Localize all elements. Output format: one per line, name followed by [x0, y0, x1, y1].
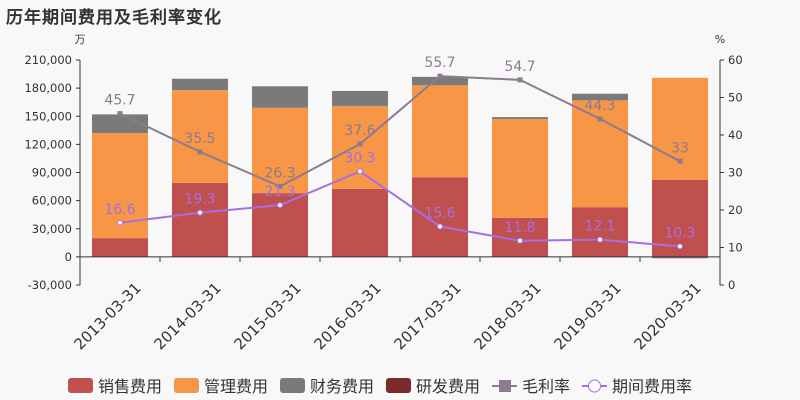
right-tick-label: 40: [728, 128, 743, 142]
chart-title: 历年期间费用及毛利率变化: [6, 8, 222, 28]
x-tick-label: 2014-03-31: [150, 279, 224, 353]
data-label-毛利率: 26.3: [264, 165, 295, 181]
bar-财务费用: [92, 114, 148, 134]
left-tick-label: 60,000: [32, 194, 72, 208]
bar-财务费用: [332, 90, 388, 106]
bar-销售费用: [172, 182, 228, 257]
bar-财务费用: [652, 256, 708, 259]
data-label-毛利率: 54.7: [504, 59, 535, 75]
left-tick-label: 0: [65, 250, 72, 264]
marker-毛利率: [357, 141, 363, 147]
left-tick-label: 180,000: [24, 81, 72, 95]
x-tick-label: 2019-03-31: [550, 279, 624, 353]
bar-财务费用: [252, 86, 308, 108]
legend-swatch-财务费用: [280, 378, 305, 393]
right-tick-label: 0: [728, 278, 735, 292]
right-tick-label: 20: [728, 203, 743, 217]
data-label-毛利率: 55.7: [424, 55, 455, 71]
bar-管理费用: [572, 100, 628, 208]
legend-label: 财务费用: [310, 377, 374, 396]
legend-marker-毛利率: [499, 380, 511, 392]
marker-毛利率: [117, 111, 123, 117]
marker-毛利率: [677, 158, 683, 164]
legend-marker-期间费用率: [588, 379, 601, 393]
left-axis-unit: 万: [75, 33, 86, 46]
legend-label: 销售费用: [98, 377, 162, 396]
bar-财务费用: [412, 76, 468, 86]
data-label-期间费用率: 16.6: [104, 202, 135, 218]
left-tick-label: 150,000: [24, 109, 72, 123]
data-label-毛利率: 33: [671, 140, 689, 156]
marker-期间费用率: [597, 236, 603, 243]
bar-管理费用: [412, 85, 468, 178]
x-tick-label: 2013-03-31: [70, 279, 144, 353]
right-tick-label: 60: [728, 53, 743, 67]
legend-label: 期间费用率: [612, 377, 692, 396]
x-tick-label: 2017-03-31: [390, 279, 464, 353]
bar-销售费用: [92, 238, 148, 257]
legend-label: 毛利率: [522, 377, 570, 396]
legend-label: 研发费用: [416, 377, 480, 396]
data-label-期间费用率: 12.1: [584, 219, 615, 235]
x-tick-label: 2015-03-31: [230, 279, 304, 353]
bar-管理费用: [172, 90, 228, 183]
right-tick-label: 30: [728, 166, 743, 180]
marker-期间费用率: [437, 223, 443, 230]
marker-期间费用率: [677, 243, 683, 250]
data-label-毛利率: 45.7: [104, 93, 135, 109]
data-label-毛利率: 37.6: [344, 123, 375, 139]
data-label-期间费用率: 30.3: [344, 150, 375, 166]
line-毛利率: [119, 75, 681, 188]
right-axis-unit: %: [715, 33, 725, 46]
data-label-期间费用率: 11.8: [504, 220, 535, 236]
data-label-期间费用率: 19.3: [184, 192, 215, 208]
legend-swatch-研发费用: [386, 378, 411, 393]
data-label-毛利率: 35.5: [184, 131, 215, 147]
bar-财务费用: [572, 93, 628, 101]
left-tick-label: 120,000: [24, 137, 72, 151]
bar-财务费用: [492, 117, 548, 119]
marker-毛利率: [277, 183, 283, 189]
left-tick-label: 90,000: [32, 166, 72, 180]
right-tick-label: 50: [728, 91, 743, 105]
bar-管理费用: [652, 77, 708, 180]
x-tick-label: 2020-03-31: [630, 279, 704, 353]
bar-销售费用: [412, 177, 468, 257]
bar-销售费用: [332, 188, 388, 257]
marker-毛利率: [197, 149, 203, 155]
bar-管理费用: [492, 118, 548, 218]
marker-期间费用率: [517, 237, 523, 244]
left-tick-label: -30,000: [28, 278, 72, 292]
marker-毛利率: [597, 116, 603, 122]
data-label-毛利率: 44.3: [584, 98, 615, 114]
bar-销售费用: [572, 207, 628, 257]
marker-毛利率: [517, 77, 523, 83]
bar-管理费用: [332, 105, 388, 189]
legend-swatch-销售费用: [68, 378, 93, 393]
left-tick-label: 210,000: [24, 53, 72, 67]
data-label-期间费用率: 21.3: [264, 184, 295, 200]
line-期间费用率: [119, 170, 681, 248]
data-label-期间费用率: 15.6: [424, 206, 455, 222]
legend-swatch-管理费用: [174, 378, 199, 393]
marker-毛利率: [437, 73, 443, 79]
marker-期间费用率: [117, 219, 123, 226]
marker-期间费用率: [357, 168, 363, 175]
legend-label: 管理费用: [204, 377, 268, 396]
marker-期间费用率: [277, 202, 283, 209]
left-tick-label: 30,000: [32, 222, 72, 236]
bar-财务费用: [172, 78, 228, 90]
right-tick-label: 10: [728, 241, 743, 255]
marker-期间费用率: [197, 209, 203, 216]
x-tick-label: 2018-03-31: [470, 279, 544, 353]
data-label-期间费用率: 10.3: [664, 225, 695, 241]
x-tick-label: 2016-03-31: [310, 279, 384, 353]
